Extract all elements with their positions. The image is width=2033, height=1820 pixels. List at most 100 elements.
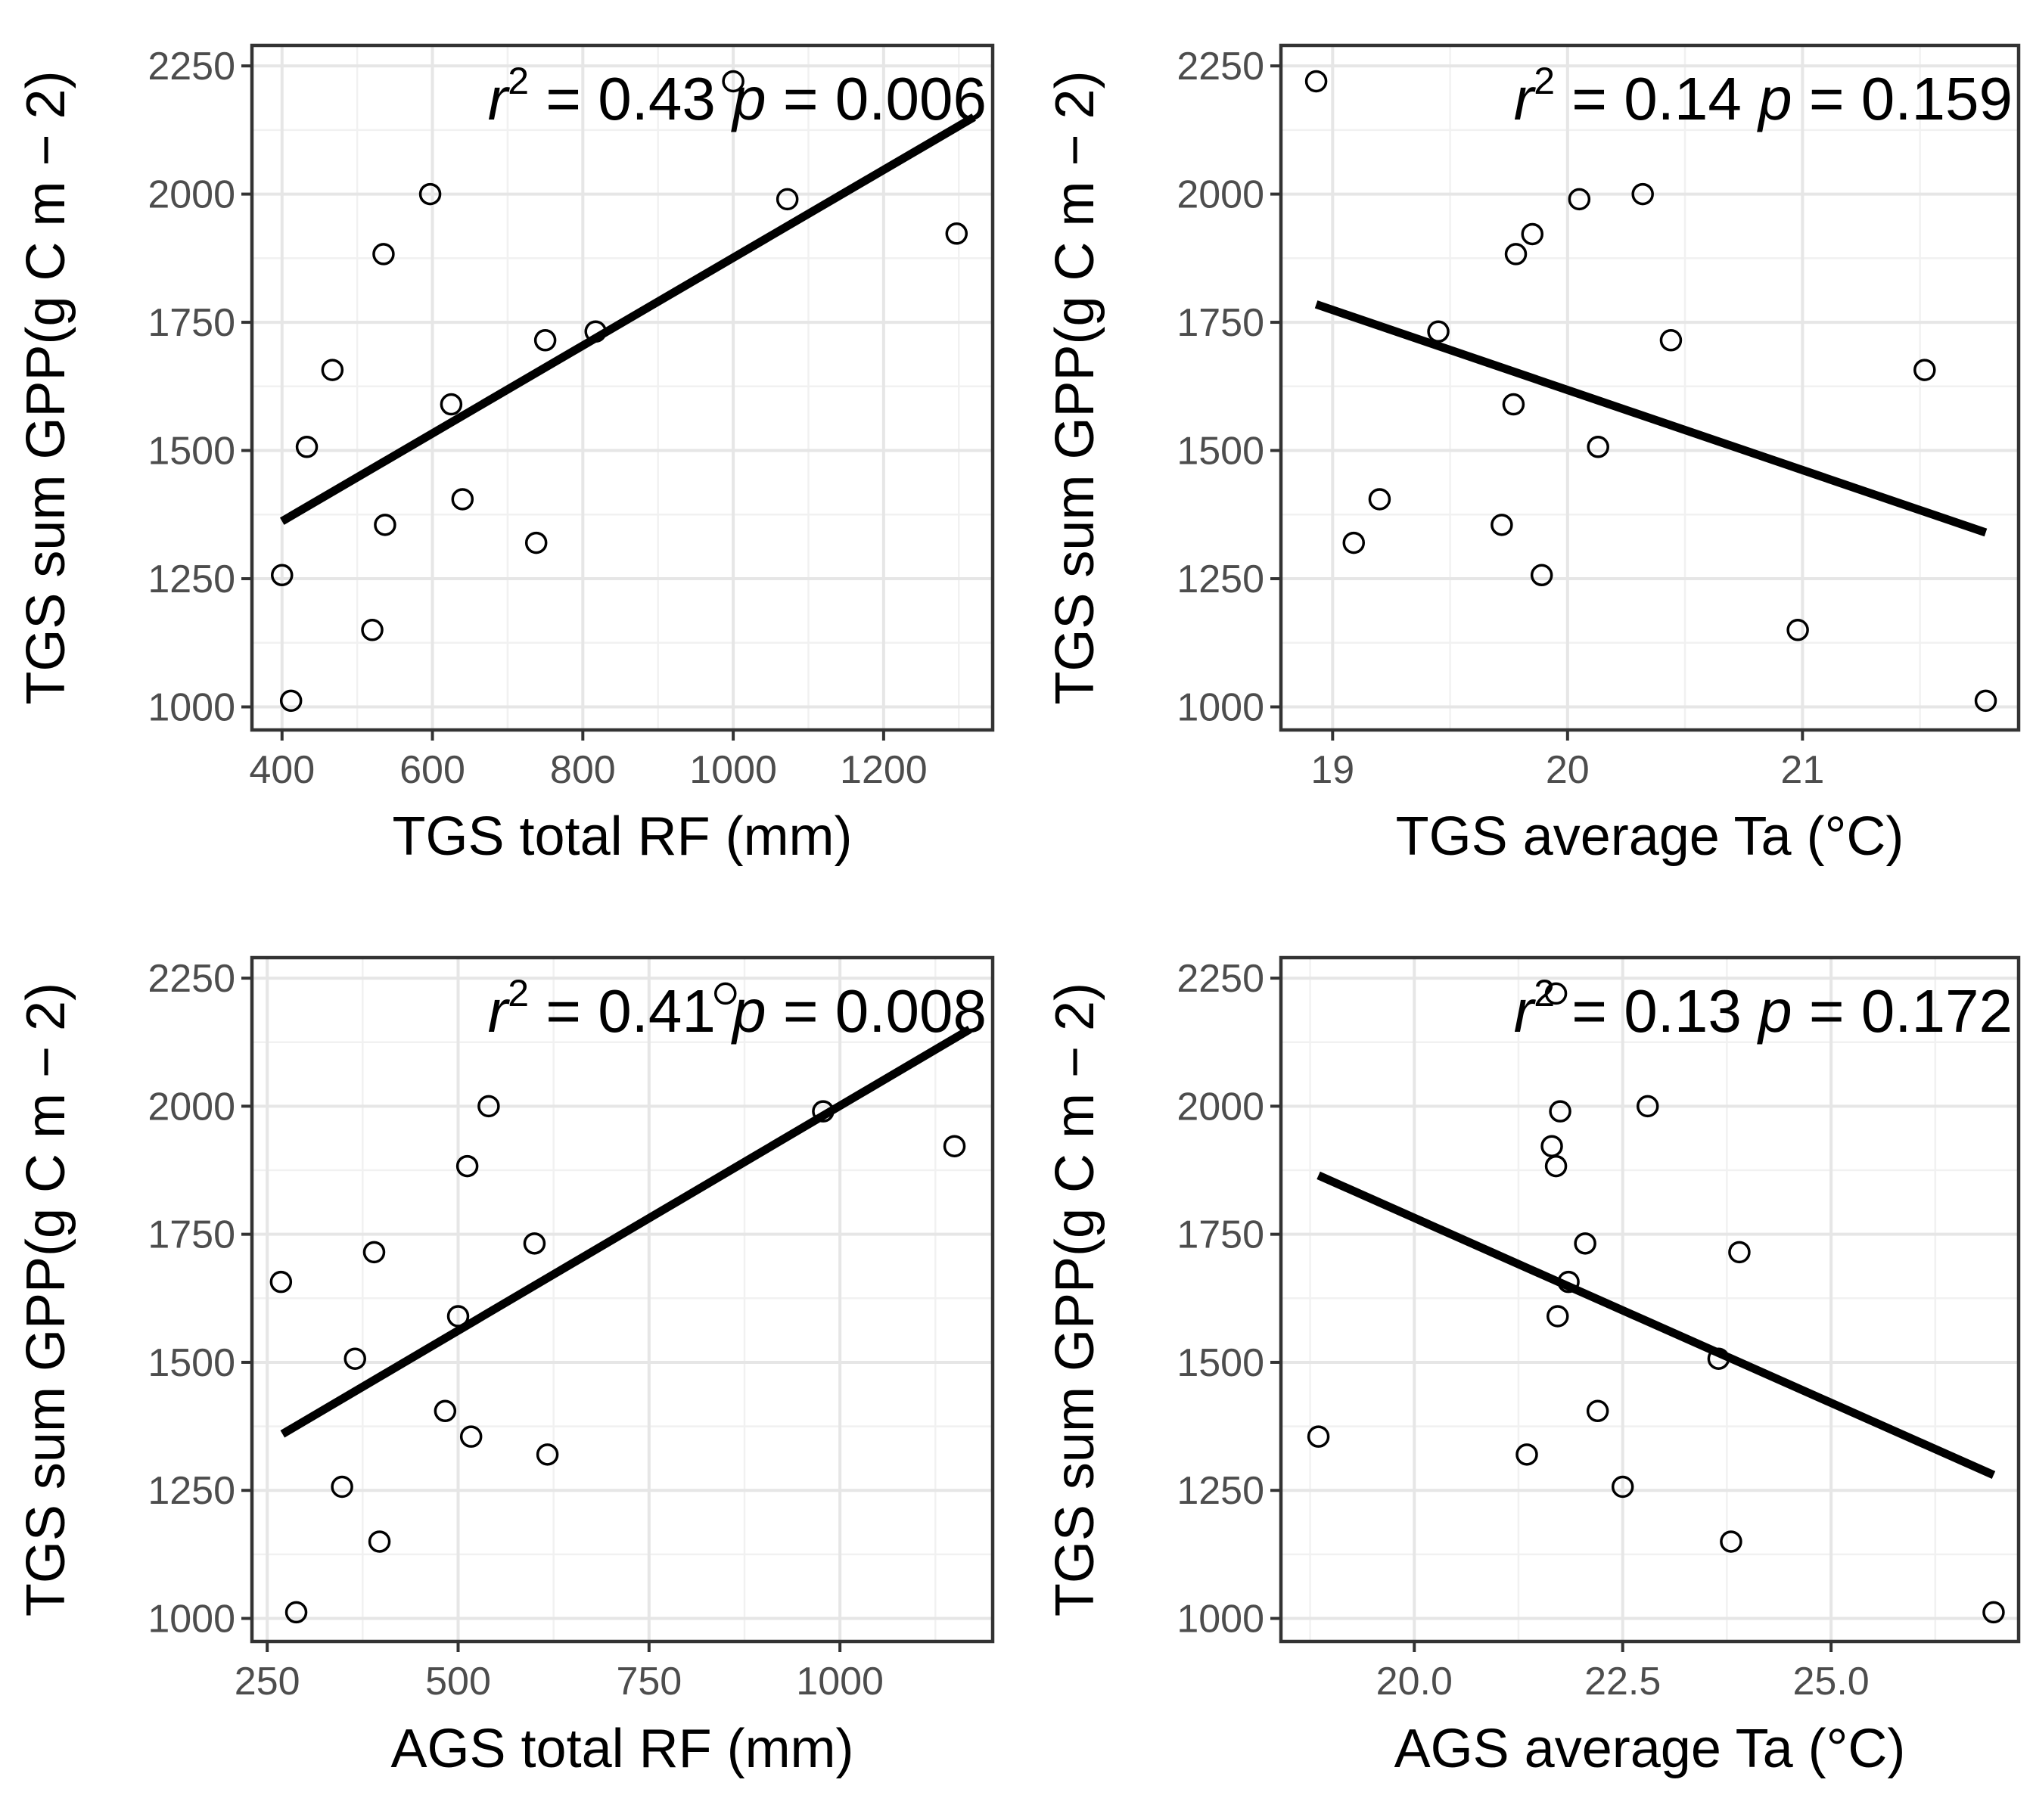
data-point (1636, 1095, 1659, 1118)
x-tick-label: 20.0 (1376, 1660, 1453, 1704)
data-point (523, 1232, 546, 1255)
panel-background (1281, 958, 2019, 1641)
data-point (945, 222, 968, 245)
r-symbol: r (488, 65, 511, 132)
x-tick-label: 25.0 (1793, 1660, 1870, 1704)
stats-annotation: r2 = 0.43 p = 0.006 (488, 60, 987, 132)
r2-value: = 0.41 (529, 977, 732, 1045)
data-point (1913, 359, 1936, 381)
data-point (372, 243, 395, 266)
data-point (1574, 1232, 1596, 1255)
r-superscript: 2 (1534, 972, 1555, 1014)
stats-annotation: r2 = 0.13 p = 0.172 (1514, 972, 2013, 1045)
data-point (1974, 689, 1997, 713)
x-axis-title: AGS total RF (mm) (390, 1719, 853, 1779)
panels: 400 600 800 1000 120010001250150017502000225… (16, 43, 2021, 1779)
y-tick-label: 1000 (1177, 685, 1264, 729)
data-point (434, 1399, 457, 1423)
p-symbol: p (1757, 977, 1792, 1045)
data-point (1547, 1305, 1569, 1328)
regression-line (280, 1026, 972, 1438)
regression-line (1314, 300, 1988, 537)
data-point (368, 1530, 391, 1553)
data-point (524, 531, 548, 554)
y-tick-label: 1500 (148, 430, 235, 474)
panel-ta-ags: 20.0 22.5 25.0 1000 1250 1500 1750 2000 2250 r2 =… (1045, 955, 2021, 1779)
data-point (776, 188, 799, 211)
data-point (459, 1425, 483, 1448)
regression-line (1316, 1171, 1996, 1479)
p-value: = 0.008 (766, 977, 987, 1045)
data-point (1304, 70, 1328, 93)
r-symbol: r (1514, 65, 1537, 132)
x-tick-label: 500 (425, 1660, 491, 1704)
y-tick-label: 2000 (1177, 1085, 1264, 1129)
r2-value: = 0.13 (1555, 977, 1758, 1045)
data-point (269, 1270, 293, 1294)
p-symbol: p (731, 977, 766, 1045)
y-tick-label: 1250 (148, 557, 235, 601)
y-tick-label: 1000 (148, 1598, 235, 1641)
data-point (1307, 1425, 1330, 1448)
data-point (343, 1347, 367, 1370)
y-tick-label: 1750 (148, 301, 235, 345)
y-tick-label: 2000 (1177, 173, 1264, 217)
data-point (361, 619, 384, 641)
r-symbol: r (488, 977, 511, 1045)
data-point (1521, 222, 1543, 246)
data-point (331, 1475, 353, 1499)
y-axis-title: TGS sum GPP(g C m − 2) (1045, 70, 1105, 704)
data-point (1530, 564, 1553, 587)
y-tick-label: 1250 (1177, 1469, 1264, 1513)
data-point (1587, 436, 1609, 458)
data-point (362, 1241, 386, 1264)
panel-rf-ags: 250 500 750 1000 1000 1250 1500 1750 2000 2250 r2 … (16, 955, 995, 1779)
y-tick-label: 1750 (1177, 1213, 1264, 1257)
r-symbol: r (1514, 977, 1537, 1045)
p-value: = 0.159 (1792, 65, 2013, 132)
data-point (374, 514, 396, 536)
panel-background (252, 958, 993, 1641)
data-point (451, 488, 474, 511)
data-point (943, 1135, 966, 1157)
x-tick-label: 1200 (840, 748, 928, 792)
data-point (1586, 1399, 1609, 1423)
panel-border (1279, 955, 2021, 1644)
data-point (271, 564, 294, 587)
r-superscript: 2 (508, 972, 529, 1014)
x-tick-label: 250 (235, 1660, 300, 1704)
stats-annotation: r2 = 0.41 p = 0.008 (488, 972, 987, 1045)
regression-line (279, 113, 976, 525)
data-point (1659, 329, 1683, 352)
x-tick-label: 19 (1310, 748, 1354, 792)
y-tick-label: 1500 (1177, 430, 1264, 474)
panel-border (250, 955, 995, 1644)
r-superscript: 2 (1534, 60, 1555, 102)
data-point (1427, 320, 1450, 343)
panel-rf-tgs: 400 600 800 1000 1200 1000 1250 1500 1750 2000 225… (16, 43, 995, 867)
panel-background (252, 45, 993, 730)
y-tick-label: 1750 (1177, 301, 1264, 345)
data-point (1720, 1530, 1742, 1553)
panel-border (1279, 43, 2021, 732)
data-point (1502, 393, 1525, 416)
p-value: = 0.006 (766, 65, 987, 132)
data-point (714, 982, 737, 1005)
data-point (1342, 531, 1366, 554)
data-point (1515, 1443, 1538, 1466)
data-point (418, 182, 442, 206)
y-axis-title: TGS sum GPP(g C m − 2) (16, 983, 76, 1617)
x-tick-label: 22.5 (1584, 1660, 1661, 1704)
data-point (1982, 1601, 2005, 1624)
x-tick-label: 1000 (796, 1660, 884, 1704)
y-tick-label: 1750 (148, 1213, 235, 1257)
data-point (1491, 514, 1513, 536)
y-tick-label: 1500 (148, 1341, 235, 1385)
y-axis-title: TGS sum GPP(g C m − 2) (1045, 983, 1105, 1617)
data-point (1504, 243, 1528, 266)
data-point (533, 329, 557, 352)
x-tick-label: 1000 (689, 748, 777, 792)
x-tick-label: 20 (1546, 748, 1590, 792)
panel-border (250, 43, 995, 732)
